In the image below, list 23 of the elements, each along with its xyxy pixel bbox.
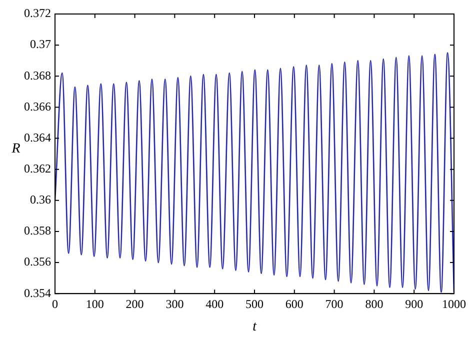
- x-tick-label: 700: [325, 296, 344, 311]
- y-tick-label: 0.372: [24, 6, 51, 20]
- y-tick-label: 0.358: [24, 224, 51, 238]
- x-tick-label: 400: [206, 296, 224, 311]
- y-tick-label: 0.356: [24, 254, 51, 269]
- x-tick-label: 600: [285, 296, 304, 311]
- x-tick-label: 500: [246, 296, 264, 311]
- y-tick-label: 0.37: [30, 37, 51, 52]
- y-tick-label: 0.36: [30, 192, 51, 207]
- y-tick-label: 0.364: [24, 130, 51, 144]
- x-tick-label: 800: [365, 296, 384, 311]
- x-tick-label: 0: [52, 296, 58, 311]
- x-axis-title: t: [252, 319, 258, 334]
- x-tick-label: 1000: [442, 296, 466, 311]
- y-tick-label: 0.366: [24, 99, 51, 114]
- y-axis-title: R: [10, 141, 21, 156]
- y-tick-label: 0.362: [24, 161, 51, 176]
- x-tick-label: 100: [86, 296, 104, 311]
- y-tick-label: 0.354: [24, 286, 51, 300]
- x-tick-label: 900: [405, 296, 424, 311]
- x-tick-label: 300: [166, 296, 184, 311]
- x-tick-label: 200: [126, 296, 144, 311]
- y-tick-label: 0.368: [24, 68, 51, 82]
